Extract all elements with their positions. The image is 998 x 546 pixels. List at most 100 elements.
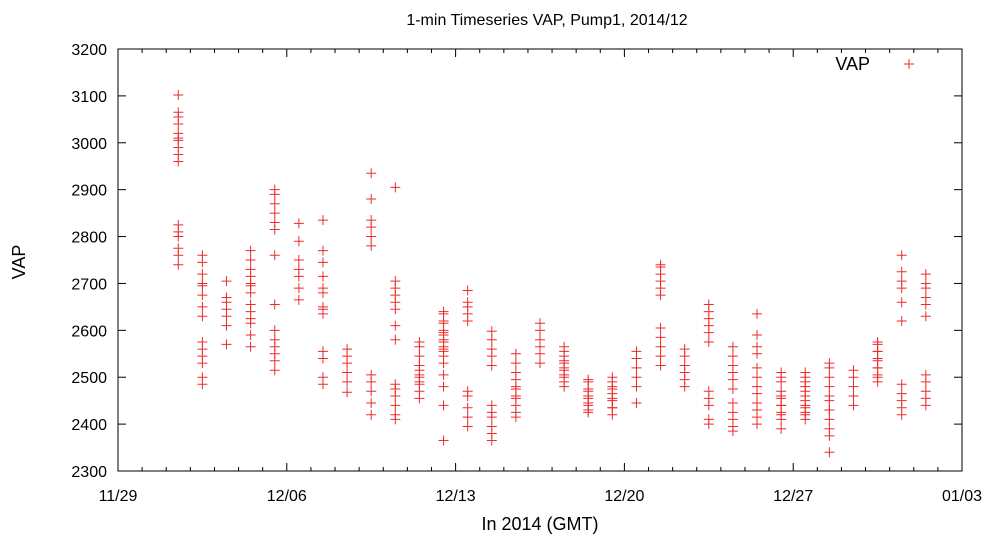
- data-point: [462, 402, 473, 413]
- data-point: [462, 412, 473, 423]
- data-point: [221, 292, 232, 303]
- data-point: [245, 255, 256, 265]
- data-point: [173, 219, 184, 230]
- data-point: [293, 294, 304, 305]
- data-point: [390, 409, 401, 420]
- data-point: [293, 255, 304, 265]
- data-point: [920, 369, 931, 380]
- y-tick-label: 2600: [71, 323, 107, 340]
- data-point: [390, 320, 401, 331]
- data-point: [631, 362, 642, 373]
- data-point: [197, 290, 208, 301]
- data-point: [221, 320, 232, 331]
- data-point: [245, 341, 256, 352]
- data-point: [486, 400, 497, 411]
- data-point: [317, 283, 328, 294]
- data-point: [655, 332, 666, 343]
- data-point: [269, 184, 280, 195]
- data-point: [414, 369, 425, 380]
- data-point: [824, 381, 835, 392]
- data-point: [920, 311, 931, 322]
- data-point: [824, 358, 835, 369]
- data-point: [486, 421, 497, 432]
- data-point: [462, 297, 473, 308]
- data-point: [317, 372, 328, 383]
- data-point: [245, 245, 256, 256]
- data-point: [197, 372, 208, 383]
- data-point: [872, 346, 883, 357]
- data-point: [920, 386, 931, 397]
- data-point: [872, 355, 883, 366]
- data-point: [438, 358, 449, 369]
- data-point: [510, 367, 521, 378]
- data-point: [800, 367, 811, 378]
- data-point: [824, 390, 835, 401]
- data-point: [342, 344, 353, 355]
- data-point: [173, 259, 184, 270]
- data-point: [655, 259, 666, 270]
- data-point: [366, 168, 377, 179]
- data-point: [703, 414, 714, 425]
- data-point: [221, 276, 232, 287]
- data-point: [197, 311, 208, 322]
- data-point: [269, 334, 280, 345]
- data-point: [896, 250, 907, 261]
- data-point: [438, 325, 449, 336]
- data-point: [366, 215, 377, 226]
- data-point: [269, 217, 280, 228]
- data-point: [510, 383, 521, 394]
- data-point: [390, 379, 401, 390]
- data-point: [317, 271, 328, 282]
- data-point: [293, 264, 304, 275]
- data-point: [752, 381, 763, 392]
- data-point: [703, 299, 714, 310]
- y-tick-label: 2700: [71, 276, 107, 293]
- data-point: [293, 283, 304, 294]
- data-point: [438, 400, 449, 411]
- data-point: [197, 301, 208, 312]
- data-point: [342, 387, 353, 398]
- data-point: [776, 400, 787, 411]
- data-point: [848, 381, 859, 392]
- data-point: [197, 337, 208, 348]
- data-point: [366, 369, 377, 380]
- data-point: [607, 402, 618, 413]
- chart-title: 1-min Timeseries VAP, Pump1, 2014/12: [406, 12, 687, 29]
- data-point: [752, 330, 763, 341]
- data-point: [583, 393, 594, 404]
- data-point: [173, 89, 184, 100]
- data-point: [800, 376, 811, 387]
- data-point: [438, 315, 449, 326]
- data-point: [317, 346, 328, 357]
- data-point: [920, 278, 931, 289]
- data-point: [631, 381, 642, 392]
- data-point: [631, 346, 642, 357]
- data-point: [896, 276, 907, 287]
- data-point: [197, 250, 208, 261]
- data-point: [269, 208, 280, 219]
- data-point: [438, 435, 449, 446]
- data-point: [221, 339, 232, 350]
- data-point: [486, 344, 497, 355]
- data-point: [510, 393, 521, 404]
- data-point: [462, 421, 473, 432]
- y-tick-label: 2900: [71, 183, 107, 200]
- data-point: [655, 341, 666, 352]
- data-point: [631, 398, 642, 409]
- data-point: [727, 351, 738, 362]
- data-point: [366, 386, 377, 397]
- x-tick-label: 12/27: [773, 488, 813, 505]
- data-point: [486, 326, 497, 337]
- data-point: [414, 337, 425, 348]
- data-point: [679, 360, 690, 371]
- y-axis-label: VAP: [9, 245, 29, 280]
- data-point: [366, 240, 377, 251]
- data-point: [438, 337, 449, 348]
- data-point: [366, 398, 377, 409]
- data-point: [414, 360, 425, 371]
- y-tick-label: 3200: [71, 42, 107, 59]
- data-point: [173, 243, 184, 254]
- data-point: [752, 362, 763, 373]
- data-point: [655, 360, 666, 371]
